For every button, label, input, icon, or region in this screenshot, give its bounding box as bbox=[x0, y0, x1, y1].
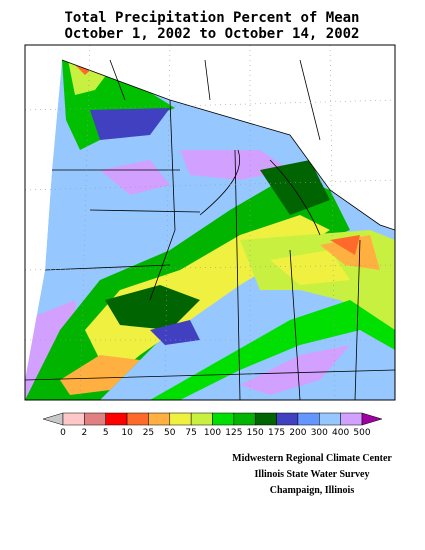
legend-label: 200 bbox=[289, 428, 306, 438]
legend-label: 75 bbox=[185, 428, 196, 438]
legend-label: 10 bbox=[121, 428, 133, 438]
legend-label: 25 bbox=[143, 428, 154, 438]
legend-swatch bbox=[84, 412, 106, 426]
legend-label: 150 bbox=[247, 428, 264, 438]
legend-swatch bbox=[190, 412, 213, 426]
legend-label: 125 bbox=[225, 428, 242, 438]
credit-line: Champaign, Illinois bbox=[270, 485, 355, 496]
legend: 0 2 5 10 25 50 75 100 125 150 175 200 300 400 500 bbox=[42, 412, 383, 438]
title-line: October 1, 2002 to October 14, 2002 bbox=[64, 26, 359, 42]
map bbox=[24, 44, 396, 401]
legend-swatch bbox=[340, 412, 363, 426]
legend-label: 400 bbox=[332, 428, 349, 438]
legend-label: 300 bbox=[311, 428, 328, 438]
legend-swatch bbox=[297, 412, 320, 426]
legend-swatch bbox=[169, 412, 192, 426]
legend-label: 175 bbox=[268, 428, 285, 438]
legend-label: 2 bbox=[81, 428, 87, 438]
legend-swatch bbox=[319, 412, 341, 426]
legend-under-arrow bbox=[42, 412, 64, 426]
legend-label: 100 bbox=[204, 428, 221, 438]
legend-swatch bbox=[212, 412, 235, 426]
legend-swatch bbox=[105, 412, 128, 426]
legend-swatch bbox=[126, 412, 149, 426]
legend-swatch bbox=[148, 412, 171, 426]
credit-line: Midwestern Regional Climate Center bbox=[232, 453, 392, 464]
legend-label: 50 bbox=[164, 428, 176, 438]
legend-swatch bbox=[276, 412, 299, 426]
credit-line: Illinois State Water Survey bbox=[255, 469, 370, 480]
legend-swatch bbox=[233, 412, 256, 426]
legend-swatch bbox=[254, 412, 277, 426]
title-line: Total Precipitation Percent of Mean bbox=[64, 10, 359, 26]
legend-label: 0 bbox=[60, 428, 66, 438]
legend-label: 500 bbox=[353, 428, 370, 438]
legend-swatch bbox=[62, 412, 85, 426]
legend-over-arrow bbox=[361, 412, 383, 426]
legend-label: 5 bbox=[103, 428, 109, 438]
